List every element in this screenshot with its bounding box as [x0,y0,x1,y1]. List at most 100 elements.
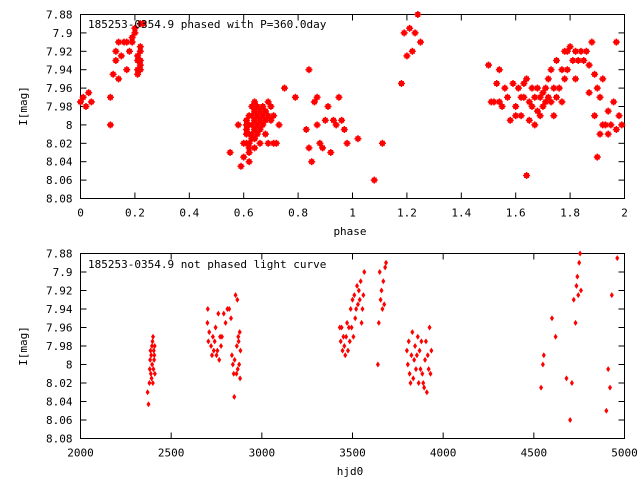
phased-x-tick-label: 2 [621,207,628,220]
data-point [149,352,154,359]
unphased-x-tick-label: 4500 [521,447,548,460]
data-point [238,375,243,382]
data-point [223,319,228,326]
data-point [209,343,214,349]
data-point [411,29,419,37]
data-point [383,264,388,271]
data-point [253,130,261,138]
phased-y-tick-label: 7.88 [46,9,73,22]
data-point [520,93,528,101]
data-point [210,333,215,340]
data-point [610,98,618,106]
data-point [415,333,420,340]
data-point [229,315,234,322]
unphased-chart-title: 185253-0354.9 not phased light curve [88,258,326,271]
data-point [426,366,431,373]
data-point [209,352,214,359]
data-point [379,287,384,294]
data-point [355,301,360,308]
data-point [568,417,573,423]
data-point [354,135,362,143]
data-point [547,98,555,106]
data-point [523,172,531,179]
data-point [574,282,579,289]
data-point [352,292,357,299]
data-point [215,347,220,354]
phased-x-tick-label: 1 [349,207,356,220]
data-point [148,347,153,354]
data-point [427,324,432,331]
data-point [112,47,120,55]
unphased-y-tick-label: 8.02 [46,377,73,390]
data-point [533,84,541,92]
data-point [578,287,583,294]
data-point [316,139,324,147]
data-point [305,66,313,74]
data-point [536,112,544,120]
data-point [251,135,259,143]
data-point [136,47,144,55]
data-point [360,306,365,312]
data-point [207,329,212,336]
unphased-y-tick-label: 8.08 [46,433,73,446]
data-point [405,361,410,368]
data-point [150,361,155,368]
phased-x-axis-label: phase [333,225,366,238]
data-point [580,57,588,64]
data-point [423,338,428,345]
data-point [403,52,411,60]
data-point [573,319,578,326]
data-point [343,352,348,359]
data-point [231,370,236,377]
data-point [539,89,547,97]
data-point [134,52,142,60]
unphased-x-axis: 2000 2500 3000 3500 4000 4500 5000 [67,253,638,460]
data-point [232,393,237,400]
data-point [125,47,133,55]
phased-x-tick-label: 1.8 [560,207,580,220]
data-point [291,93,299,101]
data-point [422,384,427,391]
data-point [329,116,337,124]
data-point [615,255,620,262]
data-point [591,70,599,78]
data-point [310,98,318,106]
data-point [531,121,539,129]
data-point [416,380,421,386]
phased-y-tick-label: 7.96 [46,82,73,95]
data-point [414,352,419,359]
data-point [205,306,210,312]
data-point [234,370,239,377]
data-point [356,287,361,294]
data-point [221,310,226,317]
unphased-x-axis-label: hjd0 [337,465,364,478]
data-point [237,361,242,368]
data-point [217,356,222,363]
phased-y-tick-label: 7.98 [46,101,73,114]
data-point [569,380,574,386]
data-point [404,347,409,354]
data-point [151,347,156,354]
data-point [136,66,144,74]
data-point [305,144,313,152]
data-point [267,103,275,110]
data-point [520,80,528,87]
data-point [561,75,569,83]
data-point [409,352,414,359]
data-point [408,47,416,55]
data-point [112,57,120,64]
data-point [226,149,234,156]
data-point [139,20,147,28]
data-point [211,347,216,354]
data-point [359,319,364,326]
data-point [324,103,332,110]
unphased-x-tick-label: 3000 [249,447,276,460]
unphased-x-tick-label: 5000 [611,447,638,460]
data-point [593,153,601,161]
data-point [542,84,550,92]
data-point [134,70,142,78]
unphased-x-tick-label: 2500 [158,447,185,460]
data-point [362,269,367,275]
data-point [256,139,264,147]
